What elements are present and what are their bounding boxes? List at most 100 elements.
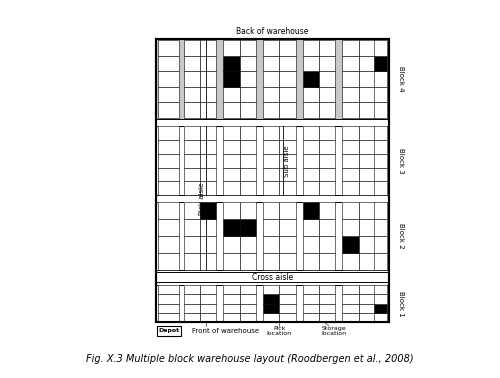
Bar bbox=[184, 202, 216, 270]
Bar bbox=[280, 294, 295, 304]
Bar bbox=[200, 140, 216, 154]
Bar bbox=[263, 304, 280, 313]
Bar bbox=[302, 127, 336, 195]
Bar bbox=[224, 285, 256, 322]
Bar bbox=[158, 40, 179, 118]
Bar bbox=[184, 71, 200, 87]
Bar bbox=[358, 167, 375, 181]
Bar bbox=[358, 219, 375, 236]
Bar bbox=[358, 236, 375, 253]
Bar bbox=[158, 140, 179, 154]
Bar bbox=[358, 202, 375, 219]
Bar bbox=[374, 313, 386, 322]
Bar bbox=[358, 40, 375, 56]
Bar bbox=[240, 87, 256, 102]
Bar bbox=[240, 71, 256, 87]
Bar bbox=[280, 285, 295, 294]
Text: Block 4: Block 4 bbox=[398, 66, 404, 91]
Bar bbox=[342, 167, 358, 181]
Bar bbox=[200, 56, 216, 71]
Bar bbox=[240, 253, 256, 270]
Bar bbox=[358, 313, 375, 322]
Bar bbox=[319, 167, 336, 181]
Bar bbox=[374, 140, 386, 154]
Bar bbox=[184, 87, 200, 102]
Bar bbox=[358, 253, 375, 270]
Bar bbox=[263, 219, 280, 236]
Bar bbox=[224, 40, 240, 56]
Text: Block 2: Block 2 bbox=[398, 223, 404, 249]
Text: Storage
location: Storage location bbox=[322, 325, 346, 336]
Bar bbox=[374, 236, 386, 253]
Bar bbox=[240, 304, 256, 313]
Bar bbox=[342, 294, 358, 304]
Bar bbox=[184, 102, 200, 118]
Bar bbox=[184, 40, 216, 118]
Bar bbox=[280, 71, 295, 87]
Bar bbox=[263, 40, 280, 56]
Bar bbox=[302, 285, 319, 294]
Bar bbox=[342, 87, 358, 102]
Bar bbox=[302, 167, 319, 181]
Bar bbox=[224, 304, 240, 313]
Bar bbox=[342, 236, 358, 253]
Bar bbox=[342, 127, 375, 195]
Bar bbox=[280, 313, 295, 322]
Bar bbox=[358, 102, 375, 118]
Bar bbox=[374, 40, 386, 56]
Text: Sub aisle: Sub aisle bbox=[284, 145, 290, 177]
Bar bbox=[319, 219, 336, 236]
Bar bbox=[302, 71, 319, 87]
Bar bbox=[342, 285, 358, 294]
Bar bbox=[200, 154, 216, 167]
Bar bbox=[184, 253, 200, 270]
Bar bbox=[263, 127, 280, 140]
Bar bbox=[263, 140, 280, 154]
Bar bbox=[319, 202, 336, 219]
Bar bbox=[263, 285, 280, 294]
Bar bbox=[263, 102, 280, 118]
Bar bbox=[240, 167, 256, 181]
Bar bbox=[374, 285, 386, 294]
Bar bbox=[280, 219, 295, 236]
Bar bbox=[158, 154, 179, 167]
Bar bbox=[342, 40, 375, 118]
Bar bbox=[200, 285, 216, 294]
Bar bbox=[358, 71, 375, 87]
Bar bbox=[158, 127, 179, 140]
Bar bbox=[184, 127, 216, 195]
Bar bbox=[342, 102, 358, 118]
Text: Cross aisle: Cross aisle bbox=[252, 273, 293, 282]
Bar bbox=[280, 154, 295, 167]
Bar bbox=[184, 154, 200, 167]
Bar bbox=[158, 294, 179, 304]
Bar bbox=[224, 181, 240, 195]
Bar bbox=[200, 87, 216, 102]
Bar bbox=[280, 127, 295, 140]
Bar bbox=[358, 87, 375, 102]
Bar bbox=[240, 219, 256, 236]
Bar bbox=[263, 167, 280, 181]
Bar bbox=[158, 236, 179, 253]
Bar bbox=[224, 140, 240, 154]
Bar bbox=[200, 40, 216, 56]
Bar bbox=[374, 202, 386, 270]
Bar bbox=[302, 40, 336, 118]
Bar bbox=[280, 87, 295, 102]
Bar bbox=[158, 304, 179, 313]
Bar bbox=[224, 56, 240, 71]
Bar bbox=[374, 154, 386, 167]
Bar bbox=[358, 304, 375, 313]
Bar bbox=[263, 294, 280, 304]
Bar bbox=[224, 127, 240, 140]
Bar bbox=[319, 56, 336, 71]
Bar bbox=[240, 102, 256, 118]
Bar bbox=[263, 154, 280, 167]
Bar bbox=[374, 253, 386, 270]
Bar bbox=[342, 40, 358, 56]
Bar bbox=[263, 236, 280, 253]
Bar bbox=[302, 181, 319, 195]
Bar bbox=[200, 219, 216, 236]
Bar bbox=[158, 40, 179, 56]
Bar bbox=[240, 181, 256, 195]
